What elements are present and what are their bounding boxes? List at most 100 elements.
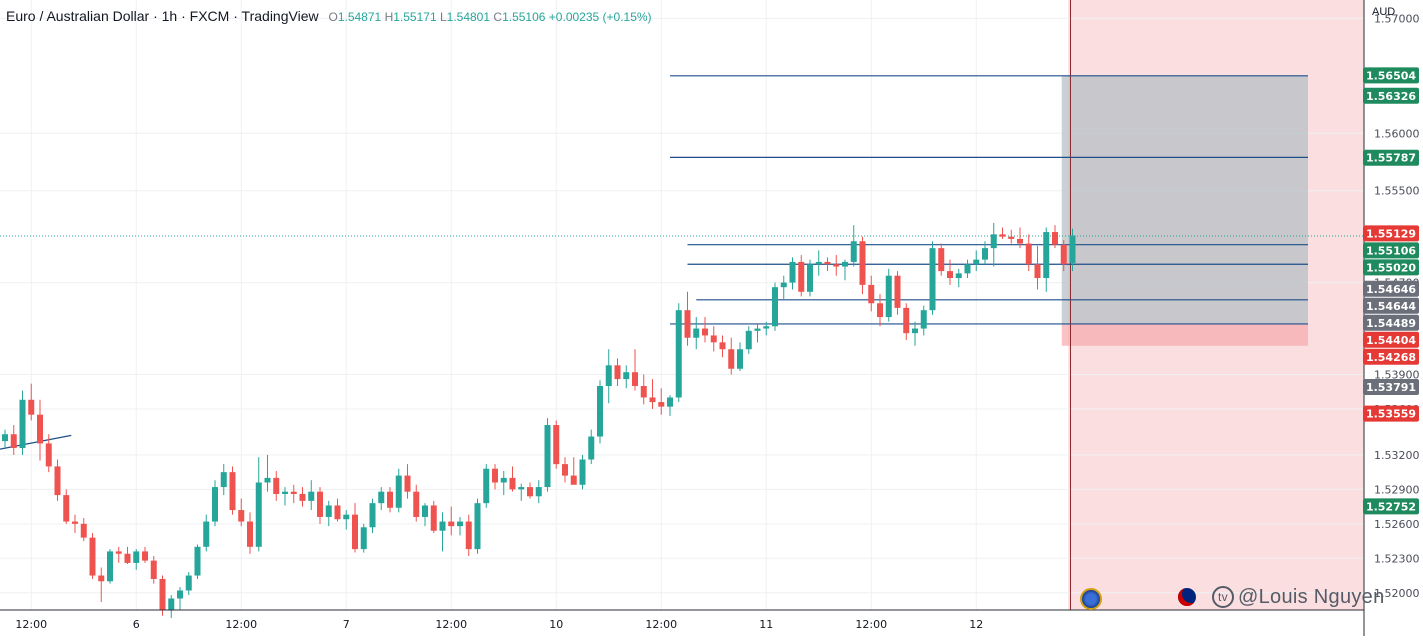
candle (500, 470, 507, 496)
candle-body (264, 477, 271, 483)
price-label-text: 1.55787 (1366, 152, 1416, 165)
candle (395, 468, 402, 513)
candle (824, 257, 831, 272)
candle-body (54, 466, 61, 496)
candle-body (509, 477, 516, 490)
australia-flag-icon[interactable] (1178, 588, 1196, 606)
candle (789, 257, 796, 290)
candle (807, 259, 813, 297)
x-tick-label: 12:00 (645, 618, 677, 631)
candle-body (1008, 236, 1015, 239)
candle (885, 268, 892, 322)
candle-body (518, 487, 525, 490)
candle-body (693, 328, 700, 338)
price-label: 1.54644 (1363, 297, 1419, 314)
price-label-text: 1.52752 (1366, 500, 1416, 513)
candle (920, 305, 927, 336)
candle-body (737, 349, 743, 369)
y-tick-label: 1.52300 (1374, 552, 1420, 565)
candle-body (28, 399, 35, 415)
price-label-bg (1363, 67, 1419, 84)
candle-body (702, 328, 708, 336)
candle-body (553, 425, 560, 465)
candle (999, 227, 1006, 239)
candle-body (1017, 238, 1023, 244)
x-tick-label: 12:00 (435, 618, 467, 631)
source: TradingView (241, 8, 319, 24)
candle-body (63, 495, 70, 522)
close-value: 1.55106 (502, 10, 546, 24)
candle-body (544, 425, 551, 488)
y-tick-label: 1.53200 (1374, 449, 1420, 462)
candle-body (780, 282, 787, 288)
candle-body (168, 598, 175, 610)
candle (544, 418, 551, 492)
timeframe[interactable]: 1h (161, 8, 178, 24)
header-sep: · (233, 8, 242, 24)
candle (509, 466, 516, 492)
candle (842, 259, 848, 281)
candle (955, 268, 962, 288)
candle (1069, 228, 1076, 272)
candle (675, 303, 682, 403)
x-tick-label: 6 (133, 618, 140, 631)
candle-body (1060, 244, 1067, 265)
candle-body (194, 546, 201, 576)
candle-body (430, 505, 437, 531)
candle-body (667, 397, 673, 407)
candle (798, 255, 805, 297)
candle-body (527, 487, 533, 497)
tradingview-logo-icon: tv (1212, 586, 1234, 608)
candle (168, 595, 175, 619)
candle-body (798, 261, 805, 292)
candle (780, 275, 787, 300)
candle-body (675, 310, 682, 398)
globe-icon[interactable] (1080, 588, 1102, 610)
candle-body (98, 575, 105, 582)
candle (553, 420, 560, 469)
low-value: 1.54801 (446, 10, 491, 24)
price-label: 1.54404 (1363, 331, 1419, 348)
candle-body (80, 523, 87, 538)
candle (903, 303, 910, 341)
symbol-name[interactable]: Euro / Australian Dollar (6, 8, 150, 24)
candle-body (387, 491, 393, 508)
candle-body (684, 310, 691, 338)
candle-body (999, 234, 1006, 237)
price-label-text: 1.53791 (1366, 381, 1416, 394)
candle (457, 516, 463, 536)
header-sep: · (153, 8, 162, 24)
candle (273, 470, 280, 501)
candle (815, 250, 822, 276)
candle (177, 587, 183, 610)
candle-body (859, 241, 866, 285)
currency-unit[interactable]: AUD (1372, 6, 1396, 18)
candle-body (833, 264, 840, 267)
candle-body (448, 521, 455, 527)
price-label-bg (1363, 280, 1419, 297)
x-tick-label: 12:00 (225, 618, 257, 631)
candle-body (334, 505, 341, 520)
candle-body (938, 248, 945, 272)
candle-body (37, 414, 43, 444)
open-value: 1.54871 (337, 10, 382, 24)
candle (894, 271, 901, 315)
x-tick-label: 10 (549, 618, 563, 631)
candle (562, 457, 568, 483)
candle-body (150, 560, 157, 579)
price-label-text: 1.54644 (1366, 300, 1416, 313)
price-label-text: 1.55020 (1366, 261, 1416, 274)
price-label: 1.54268 (1363, 348, 1419, 365)
exchange: FXCM (189, 8, 230, 24)
candle-body (588, 436, 595, 460)
candle-body (894, 275, 901, 308)
candle (37, 399, 43, 461)
candle-body (597, 385, 603, 437)
candle-body (815, 261, 822, 265)
candle-body (273, 477, 280, 494)
candle-body (142, 551, 148, 561)
candle-body (220, 472, 227, 488)
candle (19, 390, 26, 455)
candle (693, 317, 700, 350)
candle (1043, 227, 1050, 292)
